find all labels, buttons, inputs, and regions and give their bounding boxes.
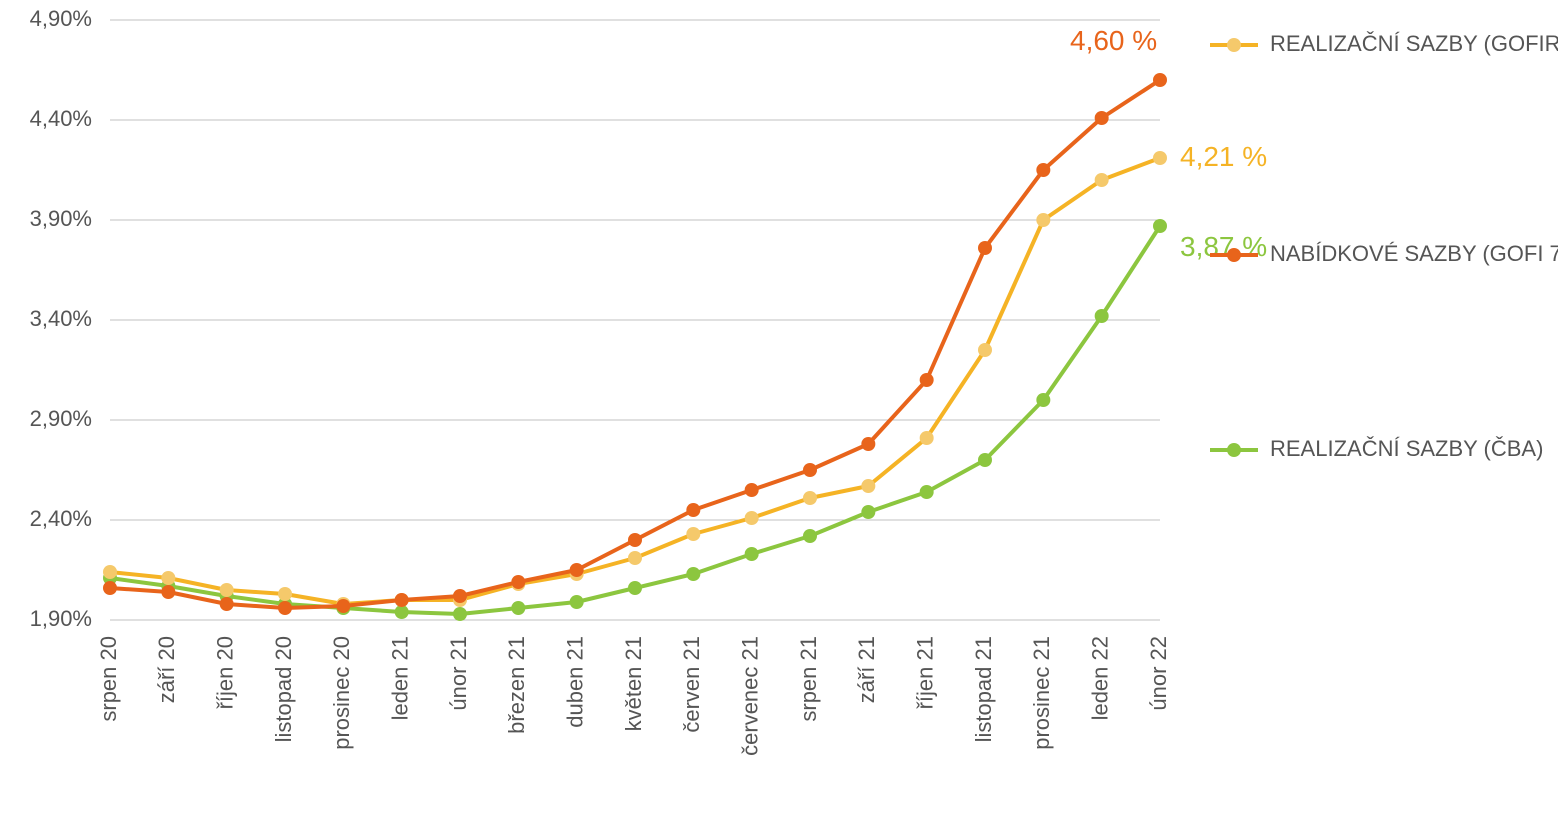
series-realizacni_cba-marker <box>453 607 467 621</box>
series-realizacni_gofireal-end-label: 4,21 % <box>1180 141 1267 172</box>
series-realizacni_gofireal-marker <box>628 551 642 565</box>
x-tick-label: únor 21 <box>446 636 471 711</box>
series-realizacni_cba-marker <box>1095 309 1109 323</box>
y-tick-label: 4,40% <box>30 106 92 131</box>
y-tick-label: 3,90% <box>30 206 92 231</box>
series-nabidkove-marker <box>861 437 875 451</box>
x-tick-label: prosinec 21 <box>1029 636 1054 750</box>
series-realizacni_gofireal-marker <box>1095 173 1109 187</box>
y-tick-label: 2,90% <box>30 406 92 431</box>
series-nabidkove-marker <box>161 585 175 599</box>
y-tick-label: 4,90% <box>30 6 92 31</box>
series-nabidkove-marker <box>628 533 642 547</box>
series-nabidkove-line <box>110 80 1160 608</box>
series-nabidkove-marker <box>1095 111 1109 125</box>
series-realizacni_gofireal-marker <box>278 587 292 601</box>
series-nabidkove-marker <box>336 599 350 613</box>
series-nabidkove-marker <box>103 581 117 595</box>
x-tick-label: duben 21 <box>562 636 587 728</box>
legend-realizacni_cba-label: REALIZAČNÍ SAZBY (ČBA) <box>1270 436 1543 461</box>
legend-nabidkove-label: NABÍDKOVÉ SAZBY (GOFI 70) <box>1270 241 1558 266</box>
series-realizacni_cba-marker <box>1153 219 1167 233</box>
x-tick-label: červen 21 <box>679 636 704 733</box>
series-nabidkove-marker <box>570 563 584 577</box>
series-realizacni_gofireal-marker <box>1036 213 1050 227</box>
series-realizacni_gofireal-marker <box>161 571 175 585</box>
series-realizacni_gofireal-marker <box>220 583 234 597</box>
x-tick-label: listopad 20 <box>271 636 296 742</box>
series-nabidkove-marker <box>686 503 700 517</box>
x-tick-label: prosinec 20 <box>329 636 354 750</box>
series-nabidkove-marker <box>1153 73 1167 87</box>
series-realizacni_gofireal-marker <box>803 491 817 505</box>
x-tick-label: září 21 <box>854 636 879 703</box>
x-tick-label: říjen 20 <box>212 636 237 709</box>
series-nabidkove <box>103 73 1167 615</box>
x-tick-label: srpen 20 <box>96 636 121 722</box>
legend-realizacni_cba-marker <box>1227 443 1241 457</box>
series-realizacni_cba-marker <box>978 453 992 467</box>
series-nabidkove-marker <box>511 575 525 589</box>
x-tick-label: leden 21 <box>387 636 412 720</box>
x-axis-labels: srpen 20 září 20 říjen 20 listopad 20 prosin… <box>96 636 1171 756</box>
legend-realizacni_gofireal-label: REALIZAČNÍ SAZBY (GOFIREAL) <box>1270 31 1558 56</box>
rates-chart: 1,90% 2,40% 2,90% 3,40% 3,90% 4,40% 4,90% srpen… <box>0 0 1558 838</box>
legend-nabidkove-marker <box>1227 248 1241 262</box>
series-realizacni_cba-marker <box>1036 393 1050 407</box>
series-realizacni_cba-marker <box>570 595 584 609</box>
series-realizacni_gofireal-marker <box>978 343 992 357</box>
x-tick-label: listopad 21 <box>971 636 996 742</box>
series-realizacni_cba-marker <box>861 505 875 519</box>
series-nabidkove-marker <box>220 597 234 611</box>
series-realizacni_gofireal-marker <box>920 431 934 445</box>
y-tick-label: 2,40% <box>30 506 92 531</box>
series-realizacni_cba-marker <box>628 581 642 595</box>
series-realizacni_cba-marker <box>395 605 409 619</box>
series-nabidkove-marker <box>978 241 992 255</box>
series-realizacni_cba-marker <box>803 529 817 543</box>
series-nabidkove-end-label: 4,60 % <box>1070 25 1157 56</box>
series-nabidkove-marker <box>745 483 759 497</box>
x-tick-label: květen 21 <box>621 636 646 731</box>
x-tick-label: březen 21 <box>504 636 529 734</box>
series-nabidkove-marker <box>395 593 409 607</box>
series-realizacni_cba-marker <box>511 601 525 615</box>
series-nabidkove-marker <box>278 601 292 615</box>
series-realizacni_cba-marker <box>920 485 934 499</box>
series-realizacni_gofireal-marker <box>745 511 759 525</box>
gridlines <box>110 20 1160 620</box>
series-realizacni_gofireal-marker <box>1153 151 1167 165</box>
x-tick-label: únor 22 <box>1146 636 1171 711</box>
series-realizacni_gofireal-marker <box>103 565 117 579</box>
series-realizacni_gofireal-marker <box>861 479 875 493</box>
y-tick-label: 3,40% <box>30 306 92 331</box>
series-nabidkove-marker <box>920 373 934 387</box>
series-realizacni_cba-marker <box>686 567 700 581</box>
x-tick-label: říjen 21 <box>912 636 937 709</box>
series-nabidkove-marker <box>453 589 467 603</box>
x-tick-label: leden 22 <box>1087 636 1112 720</box>
series-nabidkove-marker <box>803 463 817 477</box>
x-tick-label: červenec 21 <box>737 636 762 756</box>
series-realizacni_cba-end-label: 3,87 % <box>1180 231 1267 262</box>
series-realizacni_gofireal-marker <box>686 527 700 541</box>
series-nabidkove-marker <box>1036 163 1050 177</box>
legend-realizacni_gofireal-marker <box>1227 38 1241 52</box>
x-tick-label: září 20 <box>154 636 179 703</box>
y-tick-label: 1,90% <box>30 606 92 631</box>
x-tick-label: srpen 21 <box>796 636 821 722</box>
series-realizacni_cba-marker <box>745 547 759 561</box>
chart-svg: 1,90% 2,40% 2,90% 3,40% 3,90% 4,40% 4,90% srpen… <box>0 0 1558 838</box>
